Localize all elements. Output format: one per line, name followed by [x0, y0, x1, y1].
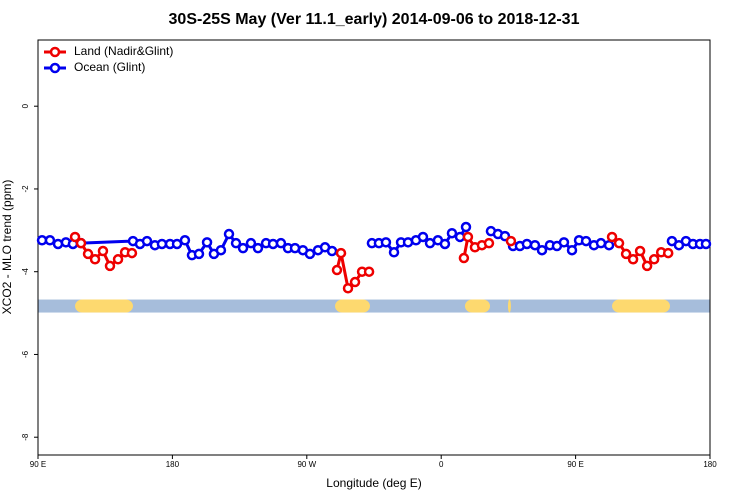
- series-point: [627, 254, 639, 265]
- series-point: [439, 238, 451, 250]
- series-point: [529, 239, 541, 251]
- series-point: [237, 242, 249, 254]
- series-point: [335, 247, 347, 259]
- series-point: [179, 235, 191, 246]
- series-point: [193, 248, 205, 260]
- series-point: [75, 237, 87, 249]
- series-point: [388, 247, 400, 258]
- series-point: [201, 237, 213, 248]
- series-point: [505, 235, 517, 247]
- series-point: [245, 237, 257, 249]
- series-point: [97, 245, 109, 257]
- series-point: [363, 266, 375, 277]
- series-point: [641, 260, 653, 272]
- series-point: [82, 248, 94, 260]
- x-tick-label: 90 E: [567, 460, 583, 469]
- series-point: [462, 231, 474, 243]
- y-axis-label: XCO2 - MLO trend (ppm): [0, 180, 14, 315]
- land-span: [507, 299, 511, 313]
- series-point: [252, 242, 264, 254]
- x-axis-label: Longitude (deg E): [326, 476, 421, 490]
- series-point: [483, 237, 495, 249]
- series-point: [349, 276, 361, 288]
- x-tick-label: 180: [166, 460, 180, 469]
- series-point: [700, 238, 712, 250]
- series-point: [89, 254, 101, 265]
- land-span: [75, 299, 133, 313]
- legend-marker: [49, 62, 61, 74]
- series-point: [331, 264, 343, 276]
- legend-label: Land (Nadir&Glint): [74, 44, 173, 58]
- series-point: [275, 237, 287, 249]
- series-point: [104, 260, 116, 272]
- series-point: [304, 248, 316, 260]
- series-point: [603, 239, 615, 251]
- ocean-band: [38, 299, 710, 313]
- series-point: [595, 237, 607, 249]
- series-point: [613, 237, 625, 249]
- series-point: [126, 247, 138, 259]
- series-point: [380, 237, 392, 248]
- series-point: [634, 245, 646, 257]
- series-point: [156, 238, 168, 250]
- chart-title: 30S-25S May (Ver 11.1_early) 2014-09-06 …: [169, 11, 580, 28]
- series-point: [326, 245, 338, 257]
- series-point: [446, 227, 458, 239]
- series-point: [648, 254, 660, 265]
- y-tick-label: -2: [21, 185, 30, 193]
- series-point: [171, 238, 183, 250]
- series-point: [458, 252, 470, 264]
- y-tick-label: 0: [21, 103, 30, 108]
- series-point: [662, 247, 674, 259]
- x-tick-label: 180: [703, 460, 717, 469]
- y-tick-label: -6: [21, 350, 30, 358]
- series-point: [580, 235, 592, 247]
- series-point: [521, 238, 533, 250]
- series-point: [620, 248, 632, 260]
- series-point: [44, 235, 56, 246]
- plot-frame: [37, 39, 711, 456]
- legend-label: Ocean (Glint): [74, 60, 145, 74]
- y-tick-label: -8: [21, 433, 30, 441]
- series-point: [566, 244, 578, 256]
- series-point: [342, 283, 354, 294]
- series-point: [215, 244, 227, 256]
- series-point: [223, 228, 235, 240]
- series-point: [606, 231, 618, 243]
- series-point: [460, 221, 472, 233]
- series-point: [558, 237, 570, 248]
- land-span: [335, 299, 370, 313]
- series-point: [230, 237, 242, 249]
- series-point: [141, 235, 153, 247]
- land-span: [612, 299, 670, 313]
- series-point: [417, 231, 429, 243]
- land-span: [464, 299, 491, 313]
- x-tick-label: 90 E: [30, 460, 46, 469]
- x-tick-label: 0: [439, 460, 444, 469]
- series-point: [536, 244, 548, 256]
- series-point: [69, 231, 81, 243]
- series-point: [112, 254, 124, 265]
- x-tick-label: 90 W: [297, 460, 316, 469]
- y-tick-label: -4: [21, 268, 30, 276]
- legend-marker: [49, 46, 61, 58]
